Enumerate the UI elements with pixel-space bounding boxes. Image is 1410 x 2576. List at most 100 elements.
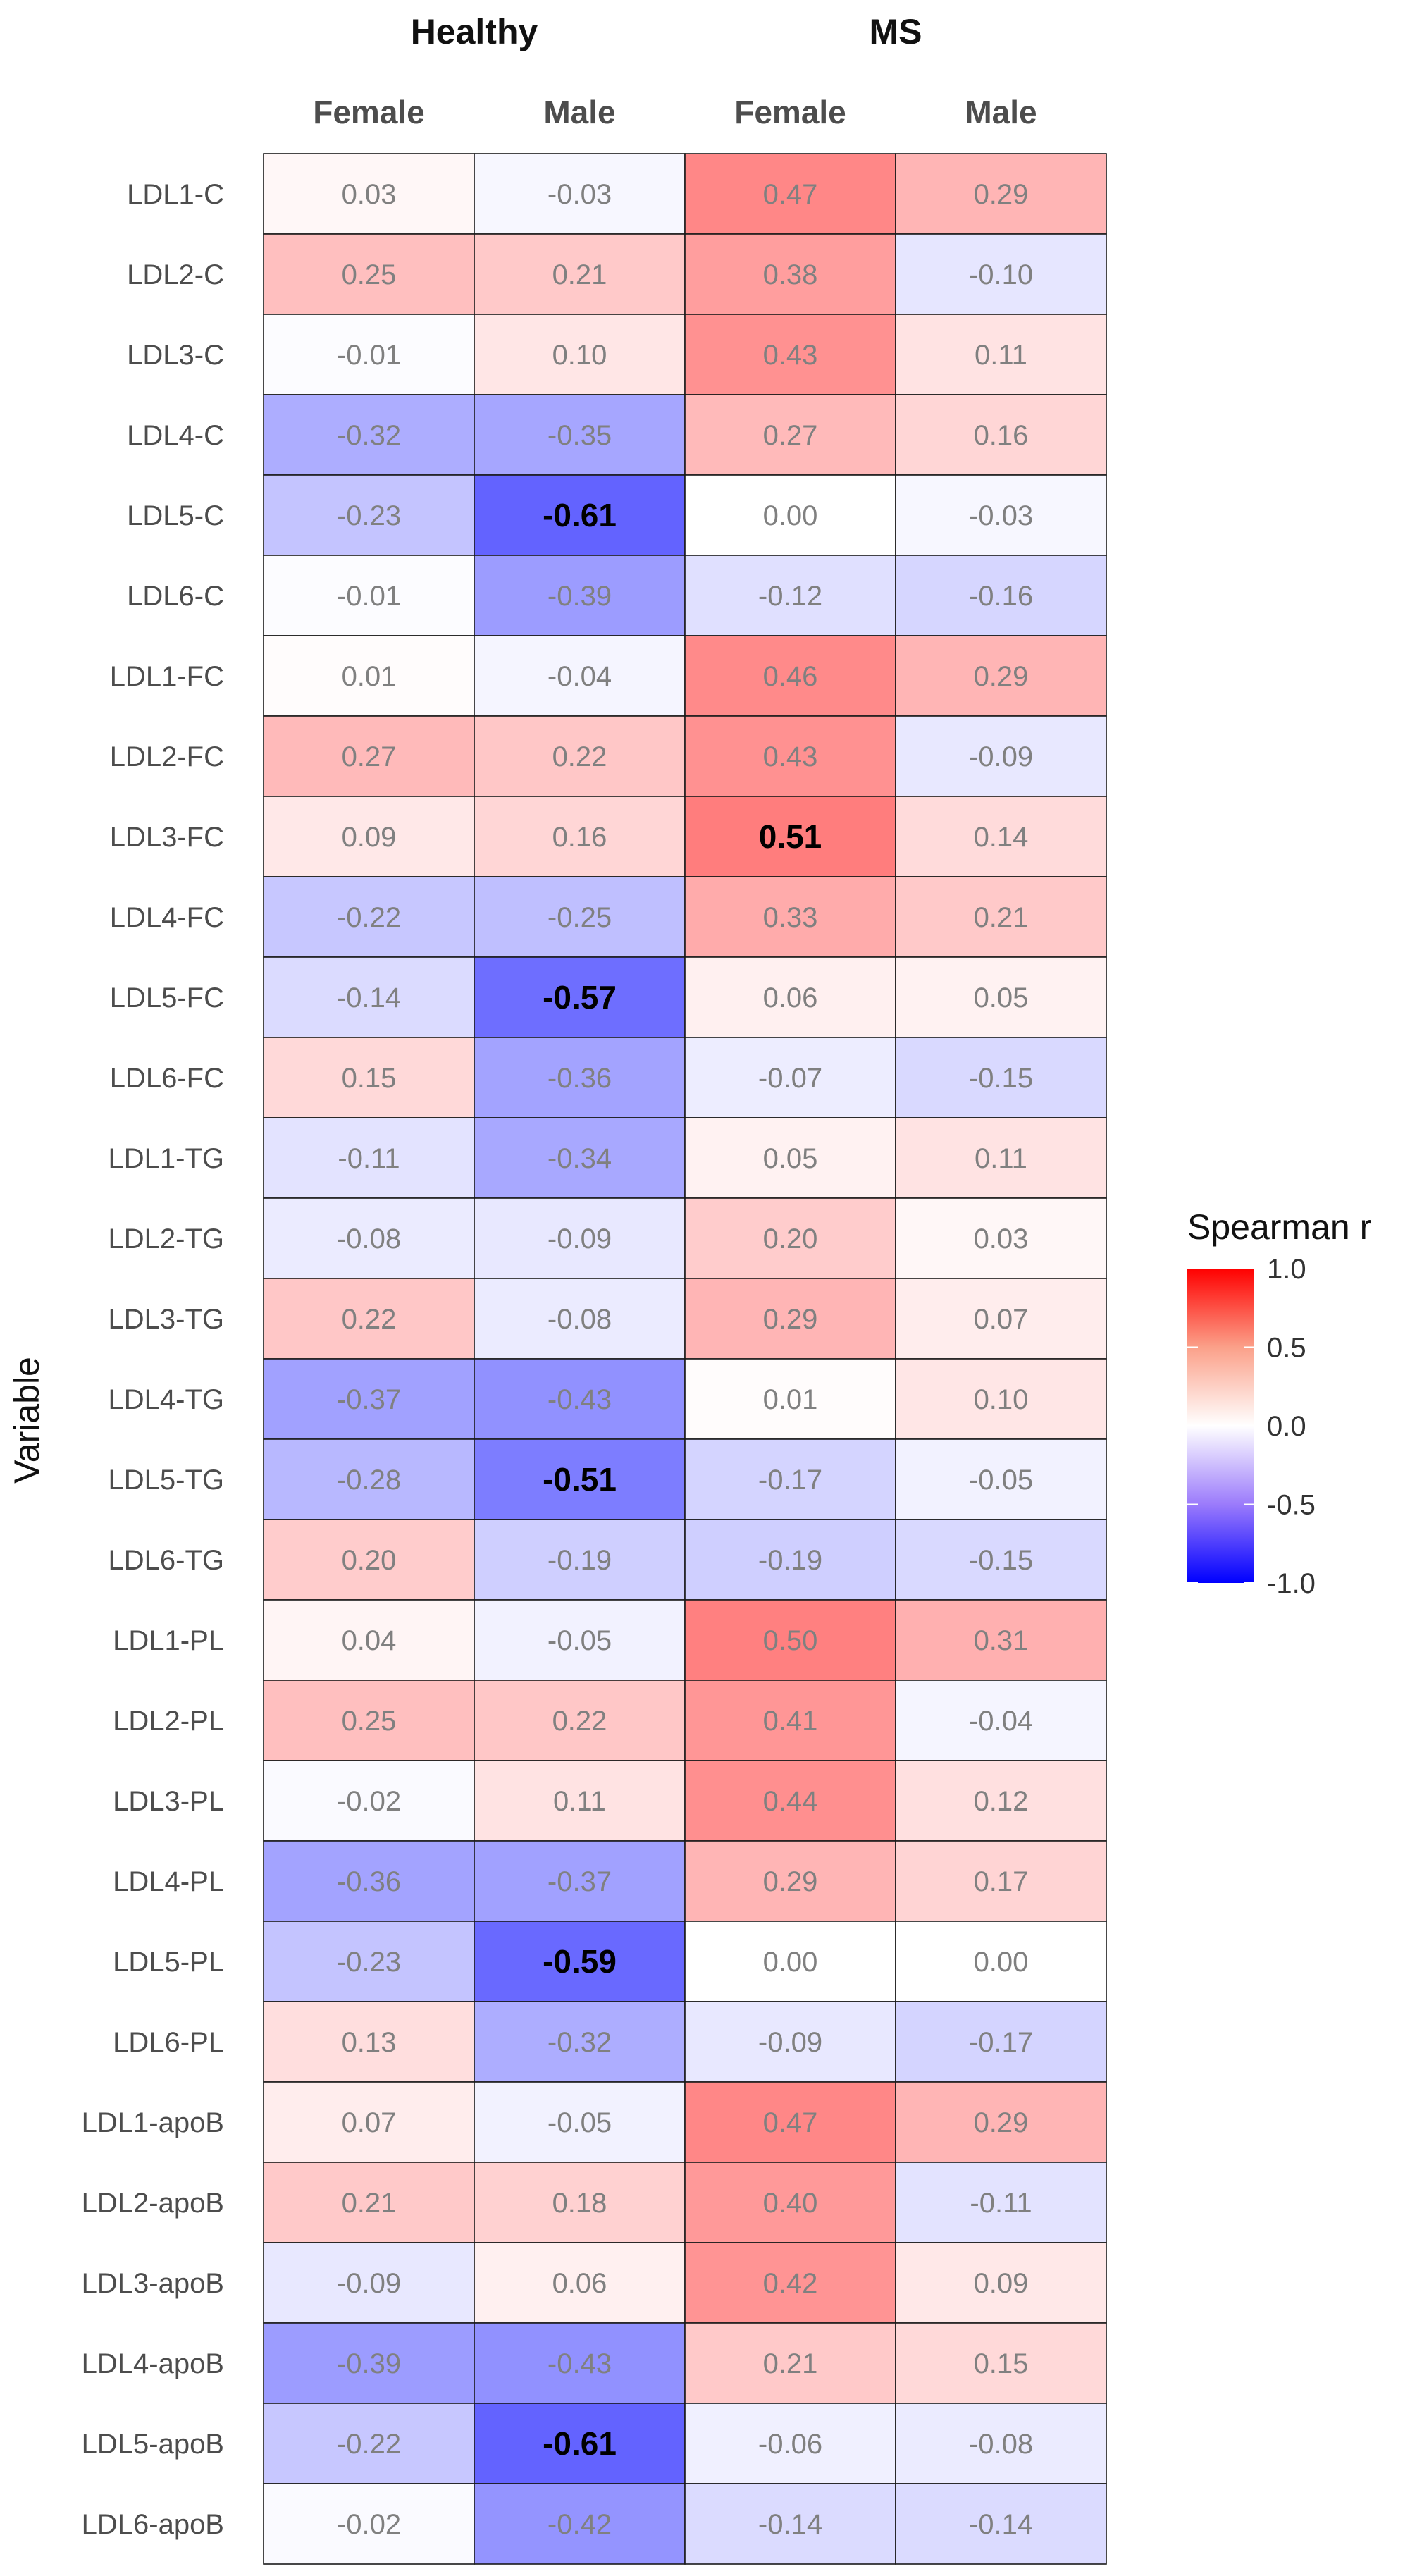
heatmap-cell [474, 2483, 686, 2565]
heatmap-cell [895, 1840, 1107, 1922]
cell-value-label: -0.32 [337, 420, 401, 451]
heatmap-cell [263, 233, 475, 315]
cell-value-label: -0.05 [969, 1465, 1033, 1496]
column-label: Female [313, 94, 425, 130]
row-label: LDL3-TG [109, 1304, 225, 1335]
cell-value-label: 0.44 [763, 1786, 818, 1817]
cell-value-label: 0.21 [552, 259, 607, 290]
cell-value-label: -0.02 [337, 2509, 401, 2540]
heatmap-cell [895, 1921, 1107, 2002]
heatmap-cell [684, 1037, 896, 1118]
group-label: MS [870, 12, 922, 51]
row-label: LDL2-TG [109, 1224, 225, 1255]
heatmap-cell [895, 2001, 1107, 2083]
heatmap-cell [684, 876, 896, 958]
heatmap-cell [684, 153, 896, 235]
y-axis-title: Variable [7, 1357, 47, 1484]
row-label: LDL5-TG [109, 1465, 225, 1496]
cell-value-label: -0.35 [548, 420, 612, 451]
cell-value-label: -0.16 [969, 581, 1033, 612]
row-label: LDL3-PL [113, 1786, 224, 1817]
cell-value-label: 0.29 [763, 1304, 818, 1335]
heatmap-cell [263, 153, 475, 235]
cell-value-label: 0.03 [974, 1224, 1029, 1255]
heatmap-cell [895, 1599, 1107, 1681]
heatmap-cell [895, 2403, 1107, 2484]
cell-value-label: 0.11 [975, 340, 1027, 371]
heatmap-cell [474, 956, 686, 1038]
heatmap-cell [474, 876, 686, 958]
row-label: LDL2-PL [113, 1706, 224, 1737]
cell-value-label: -0.09 [969, 741, 1033, 772]
cell-value-label: -0.15 [969, 1545, 1033, 1576]
cell-value-label: 0.16 [974, 420, 1029, 451]
heatmap-cell [684, 2483, 896, 2565]
heatmap-cell [474, 1760, 686, 1842]
row-label: LDL5-FC [110, 982, 224, 1013]
cell-value-label: -0.04 [969, 1706, 1033, 1737]
heatmap-cell [263, 1599, 475, 1681]
cell-value-label: 0.20 [342, 1545, 397, 1576]
heatmap-cell [263, 394, 475, 476]
cell-value-label: 0.29 [763, 1866, 818, 1897]
heatmap-cell [895, 876, 1107, 958]
row-label: LDL2-C [127, 259, 224, 290]
column-label: Male [965, 94, 1037, 130]
cell-value-label: 0.25 [342, 1706, 397, 1737]
cell-value-label: 0.22 [552, 1706, 607, 1737]
heatmap-cell [684, 1438, 896, 1520]
column-label: Female [734, 94, 846, 130]
row-label: LDL1-TG [109, 1143, 225, 1174]
cell-value-label: -0.28 [337, 1465, 401, 1496]
cell-value-label: 0.14 [974, 822, 1029, 853]
heatmap-cell [263, 1680, 475, 1761]
cell-value-label: 0.01 [763, 1384, 818, 1415]
column-header-layer: Female Male Female Male [313, 94, 1037, 130]
cell-value-label: -0.39 [548, 581, 612, 612]
row-label-layer: LDL1-C LDL2-C LDL3-C LDL4-C LDL5-C LDL6-C LDL1… [82, 179, 224, 2540]
heatmap-cell [895, 1117, 1107, 1199]
cell-value-label: -0.01 [337, 340, 401, 371]
cell-value-label: -0.57 [543, 979, 617, 1016]
cell-value-label: 0.13 [342, 2027, 397, 2058]
heatmap-cell [895, 394, 1107, 476]
heatmap-cell [263, 1117, 475, 1199]
heatmap-cell [684, 1197, 896, 1279]
heatmap-cell [895, 796, 1107, 877]
cell-value-label: 0.05 [763, 1143, 818, 1174]
heatmap-cell [684, 635, 896, 717]
cell-value-label: -0.51 [543, 1461, 617, 1498]
cell-value-label: -0.25 [548, 902, 612, 933]
cell-value-label: 0.15 [342, 1063, 397, 1094]
cell-value-label: -0.32 [548, 2027, 612, 2058]
legend-colorbar [1187, 1269, 1254, 1583]
cell-value-label: 0.21 [763, 2348, 818, 2379]
cell-value-label: 0.40 [763, 2188, 818, 2219]
heatmap-cell [895, 635, 1107, 717]
heatmap-cell [263, 2483, 475, 2565]
cell-value-label: 0.22 [552, 741, 607, 772]
heatmap-cell [263, 2242, 475, 2324]
cell-value-label: 0.46 [763, 661, 818, 692]
cell-value-label: -0.02 [337, 1786, 401, 1817]
cell-value-label: 0.06 [552, 2268, 607, 2299]
row-label: LDL3-C [127, 340, 224, 371]
heatmap-cell [895, 1197, 1107, 1279]
heatmap-cell [474, 2162, 686, 2243]
heatmap-cell [684, 1599, 896, 1681]
heatmap-cell [474, 1840, 686, 1922]
heatmap-cell [263, 1760, 475, 1842]
cell-value-label: -0.17 [758, 1465, 822, 1496]
cell-value-label: -0.14 [758, 2509, 822, 2540]
heatmap-cell [895, 1358, 1107, 1440]
cell-value-label: 0.01 [342, 661, 397, 692]
heatmap-cell [474, 1037, 686, 1118]
heatmap-cell [474, 1358, 686, 1440]
cell-value-label: -0.08 [337, 1224, 401, 1255]
heatmap-cell [895, 2242, 1107, 2324]
cell-value-label: -0.22 [337, 902, 401, 933]
row-label: LDL6-C [127, 581, 224, 612]
cell-value-label: 0.11 [975, 1143, 1027, 1174]
row-label: LDL2-FC [110, 741, 224, 772]
